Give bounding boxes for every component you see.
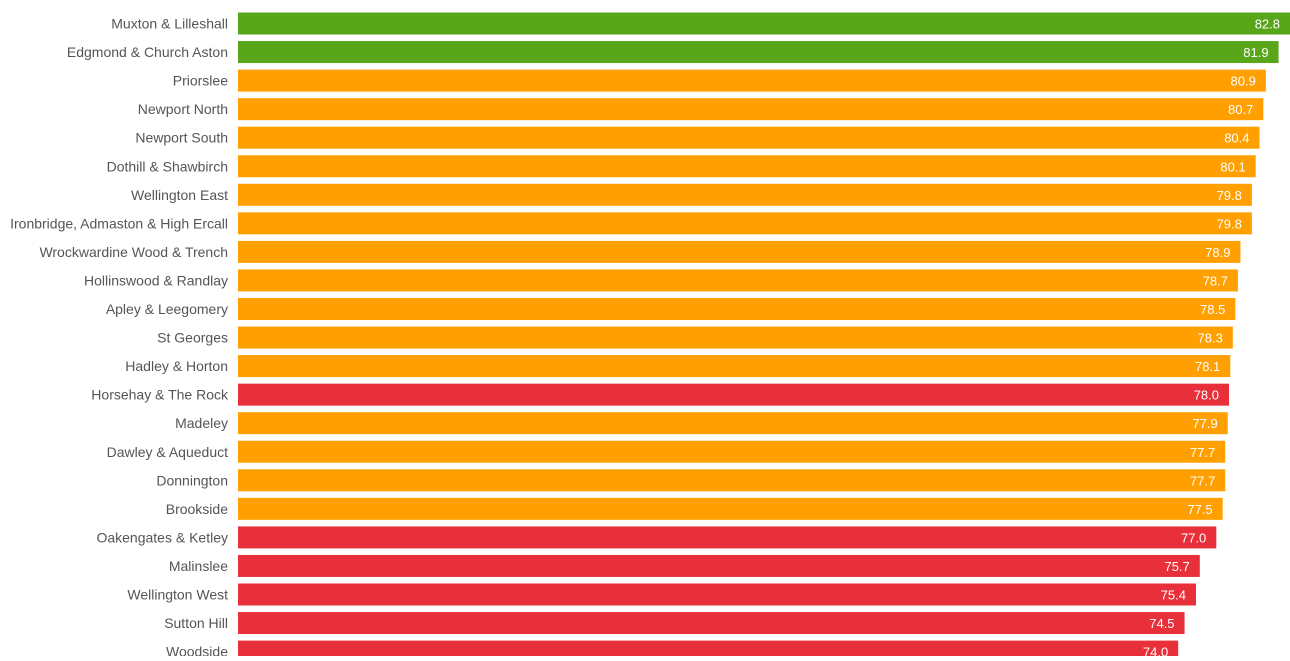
bar	[238, 326, 1233, 349]
bar	[238, 383, 1230, 406]
bar	[238, 583, 1196, 606]
category-label: Hadley & Horton	[125, 358, 228, 374]
category-label: Wellington West	[127, 587, 228, 603]
value-label: 77.7	[1190, 445, 1215, 460]
value-label: 75.7	[1164, 559, 1189, 574]
value-label: 77.5	[1187, 502, 1212, 517]
category-label: Madeley	[175, 415, 228, 431]
category-label: Brookside	[166, 501, 228, 517]
bar	[238, 98, 1264, 121]
bar	[238, 12, 1290, 35]
value-label: 79.8	[1217, 188, 1242, 203]
category-label: Apley & Leegomery	[106, 301, 228, 317]
value-label: 78.7	[1203, 273, 1228, 288]
category-label: St Georges	[157, 330, 228, 346]
bar	[238, 41, 1279, 64]
bar	[238, 412, 1228, 435]
value-label: 78.3	[1198, 331, 1223, 346]
category-label: Newport North	[138, 101, 228, 117]
bar	[238, 298, 1236, 320]
value-label: 82.8	[1255, 17, 1280, 32]
bar	[238, 469, 1226, 492]
category-label: Oakengates & Ketley	[96, 529, 228, 545]
category-label: Priorslee	[173, 73, 228, 89]
value-label: 80.4	[1224, 131, 1249, 146]
category-label: Sutton Hill	[164, 615, 228, 631]
bar	[238, 554, 1200, 577]
value-label: 75.4	[1161, 588, 1186, 603]
value-label: 77.0	[1181, 530, 1206, 545]
bar	[238, 269, 1238, 292]
value-label: 74.5	[1149, 616, 1174, 631]
category-label: Edgmond & Church Aston	[67, 44, 228, 60]
bar	[238, 155, 1256, 178]
category-label: Horsehay & The Rock	[91, 387, 229, 403]
value-label: 80.9	[1231, 74, 1256, 89]
value-label: 77.9	[1192, 416, 1217, 431]
category-label: Wellington East	[131, 187, 228, 203]
bar	[238, 126, 1260, 149]
value-label: 74.0	[1143, 645, 1168, 656]
value-label: 80.1	[1220, 159, 1245, 174]
value-label: 78.5	[1200, 302, 1225, 317]
category-label: Ironbridge, Admaston & High Ercall	[10, 215, 228, 231]
value-label: 78.9	[1205, 245, 1230, 260]
bar	[238, 640, 1179, 661]
bar	[238, 355, 1231, 378]
category-label: Wrockwardine Wood & Trench	[39, 244, 228, 260]
bar	[238, 497, 1223, 520]
bar	[238, 240, 1241, 263]
value-label: 81.9	[1243, 45, 1268, 60]
value-label: 79.8	[1217, 216, 1242, 231]
category-label: Dawley & Aqueduct	[107, 444, 229, 460]
bar	[238, 212, 1252, 235]
category-label: Malinslee	[169, 558, 228, 574]
category-label: Donnington	[156, 472, 228, 488]
value-label: 77.7	[1190, 473, 1215, 488]
value-label: 78.1	[1195, 359, 1220, 374]
bar	[238, 440, 1226, 463]
bar	[238, 612, 1185, 635]
bar	[238, 183, 1252, 206]
category-label: Hollinswood & Randlay	[84, 272, 228, 288]
bar	[238, 69, 1266, 92]
category-label: Muxton & Lilleshall	[111, 16, 228, 32]
bar	[238, 526, 1217, 549]
category-label: Newport South	[135, 130, 228, 146]
value-label: 78.0	[1194, 388, 1219, 403]
category-label: Dothill & Shawbirch	[107, 158, 228, 174]
value-label: 80.7	[1228, 102, 1253, 117]
category-label: Woodside	[166, 644, 228, 656]
